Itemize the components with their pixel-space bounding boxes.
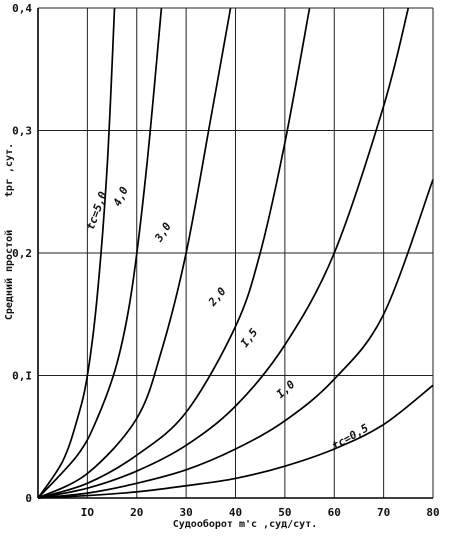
curve-label-1: 4,0 [111,184,131,208]
series-line-6 [37,384,434,499]
y-tick-label-4: 0,4 [12,2,32,15]
curve-label-6: tc=0,5 [330,421,371,452]
x-tick-label-5: 60 [328,506,341,519]
y-tick-label-3: 0,3 [12,125,32,138]
x-tick-label-7: 80 [426,506,439,519]
curve-label-group-2: 3,0 [152,220,174,245]
series-line-4 [37,7,410,499]
curve-label-group-1: 4,0 [111,184,131,208]
curve-label-group-6: tc=0,5 [330,421,371,452]
axes-layer: IO 20 30 40 50 60 70 80 0 0,I 0,2 0,3 0,4 [12,2,440,519]
series-line-1 [37,7,163,499]
curve-label-group-4: I,5 [238,326,261,350]
series-line-2 [37,7,232,499]
curve-label-group-5: I,0 [274,378,298,401]
curve-label-4: I,5 [238,326,261,350]
x-tick-label-3: 40 [229,506,242,519]
y-axis-symbol: tpr ,сут. [4,143,15,197]
grid-layer [38,7,434,498]
y-tick-label-0: 0 [25,492,32,505]
curve-label-group-3: 2,0 [205,285,229,310]
x-axis-title: Судооборот m'c ,суд/сут. [173,518,318,530]
curve-label-3: 2,0 [205,285,229,310]
x-tick-label-0: IO [81,506,95,519]
series-layer [37,7,434,499]
x-tick-label-2: 30 [180,506,193,519]
x-tick-label-6: 70 [377,506,390,519]
x-tick-label-1: 20 [130,506,143,519]
series-line-0 [37,7,116,499]
y-tick-label-2: 0,2 [12,247,32,260]
series-line-5 [37,179,434,499]
curve-label-5: I,0 [274,378,298,401]
x-tick-label-4: 50 [278,506,291,519]
y-tick-label-1: 0,I [12,370,32,383]
y-axis-title: Средний простой [3,230,15,320]
curve-label-2: 3,0 [152,220,174,245]
series-line-3 [37,7,311,499]
